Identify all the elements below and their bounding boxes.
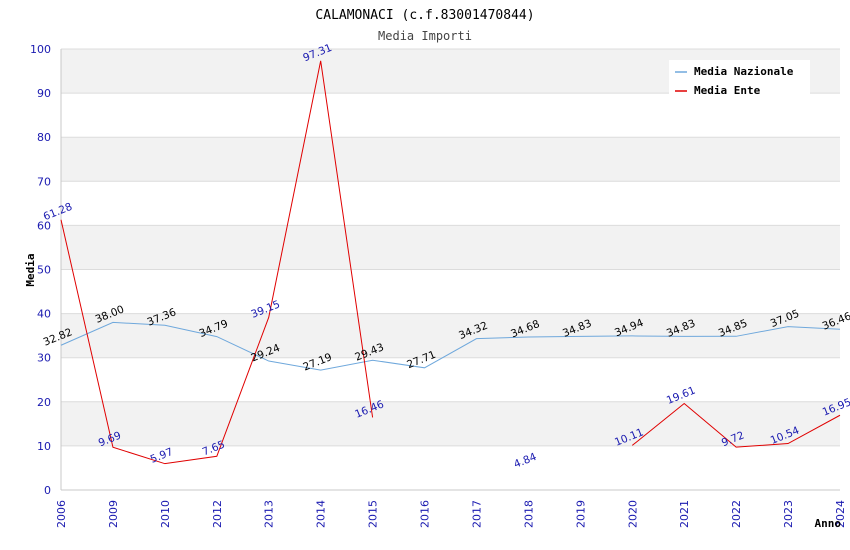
x-tick-label: 2016 xyxy=(419,500,432,528)
plot-band xyxy=(61,225,840,270)
y-tick-label: 30 xyxy=(37,352,51,365)
series-line-ente xyxy=(60,60,374,465)
x-tick-label: 2015 xyxy=(367,500,380,528)
x-tick-label: 2024 xyxy=(834,500,847,528)
y-tick-label: 40 xyxy=(37,308,51,321)
x-tick-label: 2012 xyxy=(211,500,224,528)
plot-band xyxy=(61,137,840,182)
x-tick-label: 2019 xyxy=(574,500,587,528)
x-tick-label: 2018 xyxy=(522,500,535,528)
y-tick-label: 50 xyxy=(37,264,51,277)
legend-label-nazionale: Media Nazionale xyxy=(694,65,794,78)
chart-subtitle: Media Importi xyxy=(378,29,472,43)
x-tick-label: 2006 xyxy=(55,500,68,528)
y-axis-label: Media xyxy=(24,253,37,286)
legend-box xyxy=(669,60,810,97)
x-tick-label: 2010 xyxy=(159,500,172,528)
x-axis-label: Anno xyxy=(815,517,842,530)
legend: Media Nazionale Media Ente xyxy=(669,60,810,97)
x-tick-label: 2009 xyxy=(107,500,120,528)
plot-band xyxy=(61,93,840,138)
y-tick-label: 10 xyxy=(37,440,51,453)
x-tick-label: 2014 xyxy=(315,500,328,528)
grid-lines xyxy=(60,48,840,491)
series-line-ente xyxy=(631,402,841,448)
x-tick-label: 2013 xyxy=(263,500,276,528)
chart-title: CALAMONACI (c.f.83001470844) xyxy=(315,8,534,23)
plot-band xyxy=(61,181,840,226)
y-tick-label: 60 xyxy=(37,219,51,232)
y-tick-label: 0 xyxy=(44,484,51,497)
plot-band xyxy=(61,401,840,446)
y-tick-label: 100 xyxy=(30,43,51,56)
x-tick-label: 2021 xyxy=(678,500,691,528)
y-tick-label: 20 xyxy=(37,396,51,409)
series-lines xyxy=(60,60,841,465)
y-tick-label: 90 xyxy=(37,87,51,100)
x-tick-label: 2023 xyxy=(782,500,795,528)
series-line-nazionale xyxy=(60,321,841,371)
plot-band xyxy=(61,269,840,314)
y-axis-ticks: 0 10 20 30 40 50 60 70 80 90 100 xyxy=(30,43,51,497)
x-tick-label: 2020 xyxy=(626,500,639,528)
y-tick-label: 80 xyxy=(37,131,51,144)
plot-band xyxy=(61,445,840,490)
plot-band xyxy=(61,357,840,402)
plot-background xyxy=(61,49,840,490)
plot-band xyxy=(61,313,840,358)
legend-label-ente: Media Ente xyxy=(694,84,761,97)
x-tick-label: 2017 xyxy=(470,500,483,528)
y-tick-label: 70 xyxy=(37,175,51,188)
x-tick-label: 2022 xyxy=(730,500,743,528)
x-axis-ticks: 2006 2009 2010 2012 2013 2014 2015 2016 2017 2018… xyxy=(55,500,847,528)
